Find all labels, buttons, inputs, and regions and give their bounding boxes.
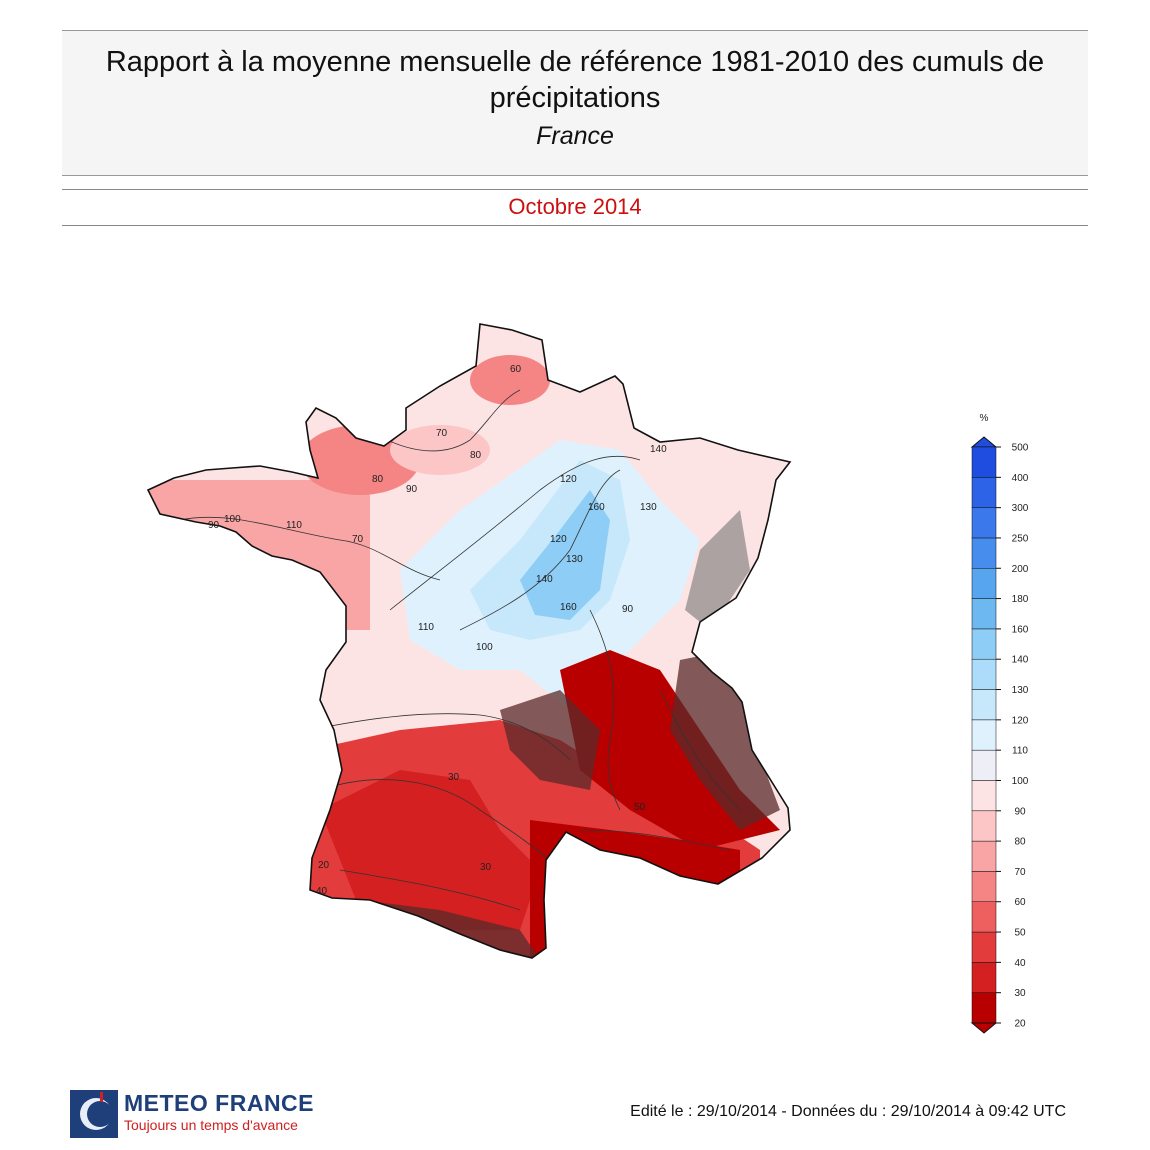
legend-level-label: 90: [1014, 806, 1026, 817]
legend-swatch: [971, 658, 997, 690]
contour-label: 60: [510, 364, 522, 375]
legend-level-label: 300: [1012, 503, 1029, 514]
legend-swatch: [971, 992, 997, 1024]
contour-label: 100: [476, 642, 493, 653]
legend-level-label: 40: [1014, 958, 1026, 969]
legend-level-label: 20: [1014, 1019, 1026, 1030]
brand-name: METEO FRANCE: [124, 1090, 314, 1116]
legend-swatch: [971, 598, 997, 630]
color-legend: % 20304050607080901001101201301401601802…: [970, 413, 1029, 1034]
legend-max-arrow: [970, 436, 998, 448]
legend-min-arrow: [970, 1022, 998, 1034]
contour-label: 70: [352, 534, 364, 545]
legend-swatch: [971, 689, 997, 721]
contour-label: 110: [418, 622, 434, 633]
legend-level-label: 30: [1014, 988, 1026, 999]
divider-top: [62, 189, 1088, 190]
contour-label-layer: 60 70 80 90 100 110 120 130 140 160 70 8…: [208, 364, 667, 897]
legend-level-label: 130: [1012, 685, 1029, 696]
contour-label: 120: [560, 474, 577, 485]
map-region: France: [536, 122, 614, 150]
legend-swatch: [971, 537, 997, 569]
contour-label: 130: [640, 502, 657, 513]
contour-label: 140: [650, 444, 667, 455]
legend-level-label: 500: [1012, 443, 1029, 454]
legend-level-label: 400: [1012, 473, 1029, 484]
legend-swatch: [971, 477, 997, 508]
legend-level-label: 80: [1014, 837, 1026, 848]
legend-level-label: 160: [1012, 624, 1029, 635]
contour-label: 90: [622, 604, 634, 615]
legend-level-label: 100: [1012, 776, 1029, 787]
legend-level-label: 140: [1012, 655, 1029, 666]
logo-icon: [70, 1090, 118, 1138]
meteo-france-logo: METEO FRANCE Toujours un temps d'avance: [66, 1086, 366, 1142]
contour-label: 110: [286, 520, 302, 531]
map-title: Rapport à la moyenne mensuelle de référe…: [105, 46, 1045, 114]
contour-label: 100: [224, 514, 241, 525]
legend-level-label: 50: [1014, 928, 1026, 939]
contour-label: 90: [208, 520, 220, 531]
legend-swatch: [971, 507, 997, 539]
legend-swatch: [971, 871, 997, 902]
legend-level-label: 110: [1012, 746, 1028, 757]
legend-swatches: [970, 436, 998, 1034]
legend-swatch: [971, 628, 997, 660]
legend-level-label: 70: [1014, 867, 1026, 878]
contour-label: 40: [316, 886, 328, 897]
map-period: Octobre 2014: [508, 194, 642, 219]
legend-swatch: [971, 962, 997, 993]
legend-swatch: [971, 719, 997, 751]
legend-level-label: 200: [1012, 564, 1029, 575]
contour-label: 160: [588, 502, 605, 513]
contour-label: 140: [536, 574, 553, 585]
france-precipitation-map: 60 70 80 90 100 110 120 130 140 160 70 8…: [147, 323, 791, 959]
contour-label: 30: [480, 862, 492, 873]
legend-level-label: 180: [1012, 594, 1029, 605]
legend-swatch: [971, 749, 997, 781]
contour-lines: [179, 389, 741, 911]
contour-label: 90: [406, 484, 418, 495]
legend-level-label: 250: [1012, 533, 1029, 544]
header-panel: [62, 30, 1088, 176]
legend-swatch: [971, 446, 997, 478]
legend-swatch: [971, 931, 997, 963]
legend-swatch: [971, 568, 997, 599]
legend-swatch: [971, 810, 997, 842]
contour-label: 80: [372, 474, 384, 485]
contour-label: 30: [448, 772, 460, 783]
legend-unit: %: [980, 413, 989, 424]
contour-label: 130: [566, 554, 583, 565]
divider-bottom: [62, 225, 1088, 226]
contour-label: 70: [436, 428, 448, 439]
contour-label: 160: [560, 602, 577, 613]
brand-slogan: Toujours un temps d'avance: [124, 1117, 298, 1133]
legend-level-label: 60: [1014, 897, 1026, 908]
legend-labels: 20 30 40 50 60 70 80 90 100 110 120 130 140 160 180 200…: [996, 443, 1029, 1030]
contour-label: 80: [470, 450, 482, 461]
legend-swatch: [971, 780, 997, 812]
contour-label: 120: [550, 534, 567, 545]
legend-swatch: [971, 901, 997, 933]
contour-label: 50: [634, 802, 646, 813]
contour-label: 20: [318, 860, 330, 871]
legend-level-label: 120: [1012, 715, 1029, 726]
edition-info: Edité le : 29/10/2014 - Données du : 29/…: [630, 1103, 1066, 1120]
legend-swatch: [971, 840, 997, 872]
